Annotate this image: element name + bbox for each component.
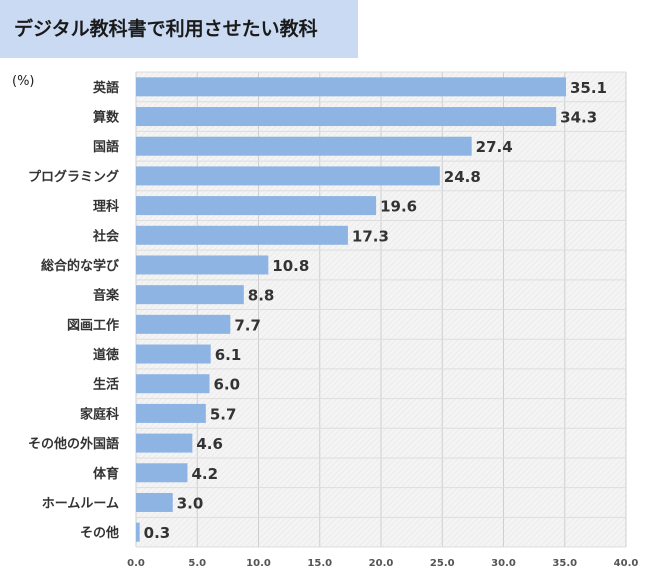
bar bbox=[136, 285, 244, 305]
value-label: 17.3 bbox=[352, 227, 389, 245]
bar bbox=[136, 433, 193, 453]
category-label: ホームルーム bbox=[42, 496, 119, 511]
value-label: 0.3 bbox=[144, 524, 171, 542]
bar bbox=[136, 136, 472, 156]
category-label: 英語 bbox=[92, 80, 119, 96]
bar bbox=[136, 107, 557, 127]
x-tick-label: 10.0 bbox=[246, 558, 271, 569]
category-label: 理科 bbox=[93, 199, 119, 215]
category-label: プログラミング bbox=[28, 169, 119, 185]
category-label: 総合的な学び bbox=[41, 258, 120, 274]
bar bbox=[136, 77, 566, 97]
value-label: 35.1 bbox=[570, 79, 607, 97]
category-label: 算数 bbox=[93, 110, 120, 126]
bar bbox=[136, 374, 210, 394]
x-tick-label: 5.0 bbox=[188, 558, 206, 569]
category-label: 家庭科 bbox=[80, 406, 119, 422]
category-label: 音楽 bbox=[93, 288, 120, 304]
value-label: 8.8 bbox=[248, 287, 275, 305]
bar bbox=[136, 255, 269, 275]
category-label: 国語 bbox=[93, 139, 119, 155]
bar bbox=[136, 344, 211, 364]
value-label: 34.3 bbox=[560, 109, 597, 127]
bar bbox=[136, 463, 188, 483]
x-tick-label: 25.0 bbox=[430, 558, 455, 569]
chart-title: デジタル教科書で利用させたい教科 bbox=[14, 18, 318, 40]
category-label: 社会 bbox=[92, 228, 120, 244]
category-label: その他の外国語 bbox=[28, 436, 119, 452]
value-label: 24.8 bbox=[444, 168, 481, 186]
bar bbox=[136, 403, 206, 423]
value-label: 7.7 bbox=[234, 316, 261, 334]
value-label: 5.7 bbox=[210, 405, 237, 423]
value-label: 6.0 bbox=[214, 376, 241, 394]
value-label: 4.2 bbox=[191, 465, 218, 483]
x-tick-label: 30.0 bbox=[491, 558, 516, 569]
bar bbox=[136, 225, 348, 245]
x-tick-label: 0.0 bbox=[127, 558, 145, 569]
x-tick-label: 20.0 bbox=[369, 558, 394, 569]
bar bbox=[136, 314, 231, 334]
bar bbox=[136, 522, 140, 542]
title-banner: デジタル教科書で利用させたい教科 bbox=[0, 0, 358, 58]
bar bbox=[136, 196, 377, 216]
value-label: 10.8 bbox=[272, 257, 309, 275]
x-tick-label: 35.0 bbox=[552, 558, 577, 569]
x-tick-label: 40.0 bbox=[614, 558, 639, 569]
bar bbox=[136, 166, 440, 186]
value-label: 27.4 bbox=[476, 138, 513, 156]
category-label: 生活 bbox=[93, 377, 119, 393]
category-label: 図画工作 bbox=[67, 317, 119, 333]
unit-label: (%) bbox=[12, 74, 35, 89]
value-label: 19.6 bbox=[380, 198, 417, 216]
category-label: 体育 bbox=[93, 466, 119, 482]
category-label: 道徳 bbox=[93, 347, 119, 363]
value-label: 3.0 bbox=[177, 494, 204, 512]
value-label: 4.6 bbox=[196, 435, 223, 453]
category-label: その他 bbox=[80, 525, 119, 541]
value-label: 6.1 bbox=[215, 346, 242, 364]
bar bbox=[136, 492, 173, 512]
x-tick-label: 15.0 bbox=[307, 558, 332, 569]
